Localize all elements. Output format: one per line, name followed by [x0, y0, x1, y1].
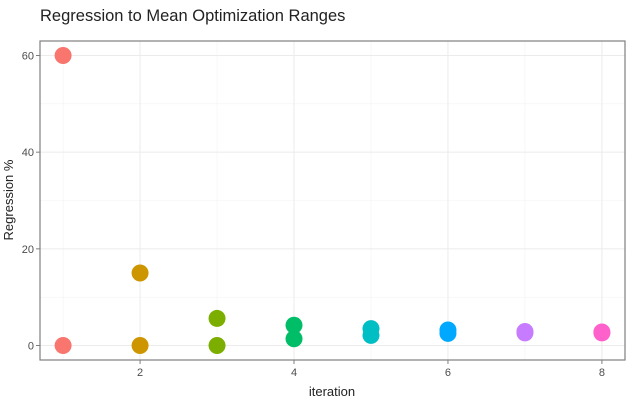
data-point-2 [131, 264, 149, 282]
data-point-3 [208, 309, 226, 327]
plot-panel-border [39, 40, 626, 361]
y-tick-label: 60 [22, 51, 34, 63]
y-tick-label: 40 [22, 147, 34, 159]
data-point-6 [439, 324, 457, 342]
data-point-1 [54, 47, 72, 64]
data-point-1 [54, 337, 72, 354]
x-tick-label: 4 [291, 367, 297, 379]
data-point-2 [131, 337, 149, 354]
x-tick-label: 2 [137, 367, 143, 379]
y-axis-title: Regression % [1, 159, 16, 240]
data-point-5 [362, 326, 380, 344]
data-point-3 [208, 337, 226, 354]
data-point-7 [516, 324, 534, 342]
data-point-4 [285, 316, 303, 334]
x-tick-label: 6 [445, 367, 451, 379]
y-tick-label: 0 [28, 341, 34, 353]
x-axis-title: iteration [309, 384, 355, 399]
data-point-8 [593, 324, 611, 342]
x-tick-label: 8 [599, 367, 605, 379]
y-tick-label: 20 [22, 244, 34, 256]
data-point-4 [285, 330, 303, 348]
grid-lines [40, 41, 625, 360]
axis-ticks: 2 4 6 8 0 20 40 60 [22, 51, 605, 380]
chart-title: Regression to Mean Optimization Ranges [40, 7, 346, 25]
data-points [54, 47, 611, 354]
